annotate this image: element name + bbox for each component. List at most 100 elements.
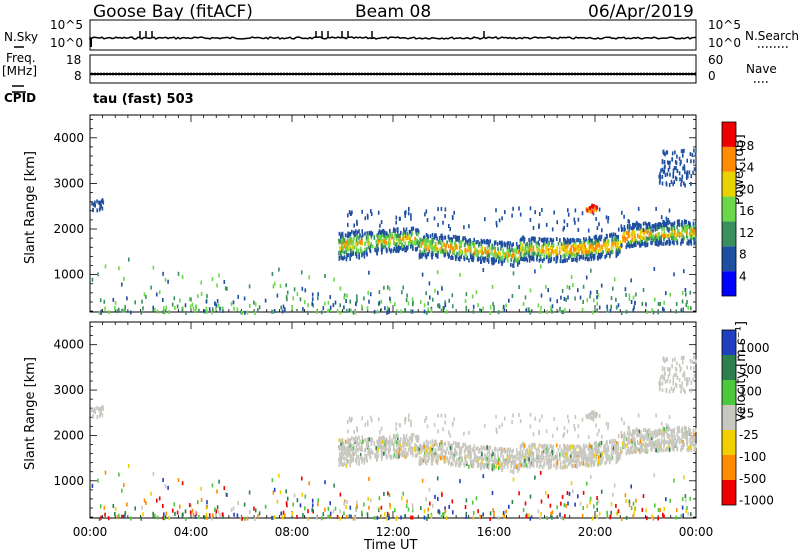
velocity-point [641, 446, 643, 451]
power-point [673, 221, 676, 226]
velocity-point [378, 435, 381, 440]
power-point [450, 239, 453, 244]
velocity-point [134, 506, 136, 511]
velocity-point [509, 447, 512, 452]
power-point [493, 258, 495, 263]
velocity-point [682, 356, 684, 360]
power-point [688, 220, 690, 225]
velocity-point [660, 430, 663, 435]
velocity-cbar-tick: 25 [739, 406, 754, 420]
power-point [350, 253, 352, 258]
power-point [605, 240, 607, 245]
power-point [154, 307, 156, 312]
power-point [545, 255, 548, 260]
velocity-point [404, 436, 406, 441]
power-point [604, 243, 606, 248]
velocity-point [674, 443, 677, 448]
velocity-point [646, 445, 648, 449]
power-point [597, 256, 599, 261]
velocity-point [670, 442, 673, 447]
power-point [281, 309, 284, 314]
velocity-point [141, 505, 143, 510]
velocity-point [676, 361, 678, 366]
power-point [663, 223, 665, 228]
power-point [341, 237, 344, 242]
velocity-point [279, 490, 282, 495]
velocity-point [623, 435, 625, 440]
power-point [452, 248, 455, 253]
power-point [684, 170, 686, 175]
velocity-point [444, 509, 447, 514]
velocity-point [423, 515, 426, 520]
velocity-point [364, 453, 366, 458]
power-point [341, 243, 343, 248]
power-point [376, 309, 379, 314]
power-point [359, 240, 362, 245]
power-point [624, 236, 627, 241]
velocity-point [502, 457, 504, 462]
velocity-point [462, 442, 465, 447]
velocity-point [442, 512, 444, 517]
velocity-point [91, 483, 94, 488]
power-point [523, 237, 526, 242]
power-point [487, 259, 490, 264]
power-point [203, 309, 206, 314]
velocity-point [466, 446, 468, 451]
velocity-point [552, 457, 555, 462]
power-point [493, 260, 495, 265]
velocity-point [634, 437, 636, 442]
velocity-point [145, 501, 147, 505]
power-point [101, 206, 104, 211]
power-point [652, 234, 654, 239]
velocity-point [545, 461, 548, 466]
velocity-point [273, 487, 276, 492]
velocity-point [322, 512, 325, 517]
velocity-point [92, 414, 94, 419]
velocity-point [615, 450, 617, 455]
power-point [365, 250, 368, 255]
power-point [349, 299, 352, 304]
velocity-point [436, 453, 438, 458]
velocity-point [339, 452, 341, 457]
power-point [423, 309, 426, 314]
power-point [355, 254, 358, 259]
power-point [385, 231, 388, 236]
power-point [654, 233, 657, 238]
velocity-point [593, 453, 595, 458]
velocity-point [564, 464, 567, 469]
power-point [666, 220, 668, 225]
velocity-point [663, 437, 665, 442]
velocity-point [635, 498, 637, 503]
velocity-point [469, 444, 471, 449]
power-point [346, 242, 348, 247]
velocity-point [301, 476, 303, 481]
nave-tick-bottom: 0 [708, 69, 716, 83]
velocity-point [532, 455, 535, 460]
power-point [561, 288, 564, 293]
power-point [480, 249, 482, 254]
power-point [615, 297, 617, 302]
power-point [243, 296, 246, 301]
power-point [610, 246, 613, 251]
velocity-point [352, 516, 355, 521]
power-point [416, 228, 418, 233]
velocity-point [189, 510, 192, 515]
power-point [606, 246, 609, 251]
power-point [639, 243, 641, 248]
velocity-point [666, 426, 668, 431]
power-point [501, 260, 504, 265]
power-point [588, 257, 590, 262]
power-point [602, 249, 604, 254]
power-point [528, 238, 530, 242]
velocity-point [427, 453, 429, 458]
power-point [694, 237, 697, 242]
power-point [616, 249, 619, 254]
velocity-point [599, 459, 602, 464]
power-point [552, 238, 555, 243]
power-point [425, 238, 427, 243]
velocity-point [442, 454, 444, 459]
velocity-point [345, 505, 347, 509]
power-point [491, 251, 493, 256]
nsky-label: N.Sky [4, 30, 39, 44]
power-point [558, 250, 561, 255]
